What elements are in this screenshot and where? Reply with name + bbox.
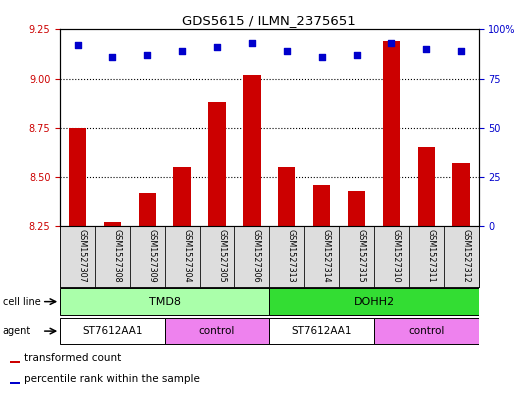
Text: GSM1527308: GSM1527308	[112, 229, 121, 283]
FancyBboxPatch shape	[409, 226, 444, 287]
Point	[108, 54, 117, 60]
Bar	[10, 382, 20, 384]
Point	[422, 46, 430, 52]
FancyBboxPatch shape	[60, 318, 165, 344]
Text: GSM1527310: GSM1527310	[391, 229, 401, 283]
Text: GSM1527305: GSM1527305	[217, 229, 226, 283]
Point	[457, 48, 465, 54]
FancyBboxPatch shape	[269, 226, 304, 287]
Text: GSM1527306: GSM1527306	[252, 229, 261, 283]
FancyBboxPatch shape	[200, 226, 234, 287]
Point	[143, 52, 152, 58]
Point	[73, 42, 82, 48]
Bar	[452, 163, 470, 226]
Text: ST7612AA1: ST7612AA1	[82, 326, 143, 336]
Bar	[139, 193, 156, 226]
Point	[213, 44, 221, 50]
Point	[178, 48, 186, 54]
Point	[387, 40, 395, 46]
Text: percentile rank within the sample: percentile rank within the sample	[24, 374, 199, 384]
FancyBboxPatch shape	[269, 318, 374, 344]
Text: control: control	[408, 326, 445, 336]
Text: GSM1527313: GSM1527313	[287, 229, 296, 283]
FancyBboxPatch shape	[130, 226, 165, 287]
Point	[317, 54, 326, 60]
Bar	[313, 185, 331, 226]
Text: GSM1527311: GSM1527311	[426, 229, 435, 283]
Text: GSM1527309: GSM1527309	[147, 229, 156, 283]
FancyBboxPatch shape	[165, 226, 200, 287]
Bar	[104, 222, 121, 226]
Bar	[243, 75, 260, 226]
FancyBboxPatch shape	[269, 288, 479, 315]
FancyBboxPatch shape	[444, 226, 479, 287]
Title: GDS5615 / ILMN_2375651: GDS5615 / ILMN_2375651	[183, 14, 356, 27]
Bar	[383, 41, 400, 226]
Bar	[348, 191, 365, 226]
Text: GSM1527307: GSM1527307	[77, 229, 87, 283]
Bar	[278, 167, 295, 226]
Bar	[208, 102, 226, 226]
Text: GSM1527314: GSM1527314	[322, 229, 331, 283]
Point	[353, 52, 361, 58]
FancyBboxPatch shape	[304, 226, 339, 287]
FancyBboxPatch shape	[165, 318, 269, 344]
Text: DOHH2: DOHH2	[354, 297, 394, 307]
Text: control: control	[199, 326, 235, 336]
Text: transformed count: transformed count	[24, 353, 121, 363]
Bar	[174, 167, 191, 226]
Bar	[10, 362, 20, 363]
Text: ST7612AA1: ST7612AA1	[291, 326, 352, 336]
Text: cell line: cell line	[3, 297, 40, 307]
FancyBboxPatch shape	[374, 226, 409, 287]
Text: GSM1527312: GSM1527312	[461, 229, 470, 283]
FancyBboxPatch shape	[339, 226, 374, 287]
Bar	[69, 128, 86, 226]
Text: GSM1527315: GSM1527315	[357, 229, 366, 283]
Text: agent: agent	[3, 326, 31, 336]
Bar	[417, 147, 435, 226]
Text: TMD8: TMD8	[149, 297, 181, 307]
FancyBboxPatch shape	[95, 226, 130, 287]
Text: GSM1527304: GSM1527304	[182, 229, 191, 283]
Point	[282, 48, 291, 54]
FancyBboxPatch shape	[60, 288, 269, 315]
Point	[248, 40, 256, 46]
FancyBboxPatch shape	[374, 318, 479, 344]
FancyBboxPatch shape	[234, 226, 269, 287]
FancyBboxPatch shape	[60, 226, 95, 287]
